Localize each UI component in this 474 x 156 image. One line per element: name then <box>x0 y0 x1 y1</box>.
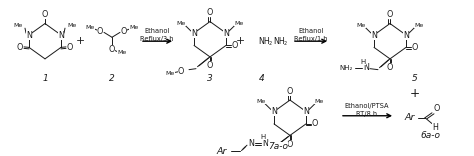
Text: O: O <box>121 27 127 36</box>
Text: O: O <box>232 41 238 50</box>
Text: O: O <box>109 45 115 54</box>
Text: NH₂: NH₂ <box>339 65 353 71</box>
Text: Ar: Ar <box>405 113 415 122</box>
Text: O: O <box>207 61 213 70</box>
Text: Ar: Ar <box>217 147 227 156</box>
Text: Me: Me <box>414 23 424 28</box>
Text: +: + <box>236 36 245 46</box>
Text: RT/8 h: RT/8 h <box>356 111 378 117</box>
Text: Me: Me <box>13 23 23 28</box>
Text: O: O <box>67 43 73 52</box>
Text: Me: Me <box>314 99 324 104</box>
Text: NH: NH <box>258 37 270 46</box>
Text: 1: 1 <box>42 74 48 83</box>
Text: Me: Me <box>129 25 138 30</box>
Text: Me: Me <box>356 23 365 28</box>
Text: Me: Me <box>67 23 77 28</box>
Text: N: N <box>26 31 32 39</box>
Text: N: N <box>403 31 409 39</box>
Text: N: N <box>363 63 369 72</box>
Text: 2: 2 <box>109 74 115 83</box>
Text: 7a-o: 7a-o <box>268 142 288 151</box>
Text: Reflux/3 h: Reflux/3 h <box>140 36 174 42</box>
Text: O: O <box>207 8 213 17</box>
Text: Me: Me <box>234 21 244 26</box>
Text: 3: 3 <box>207 74 213 83</box>
Text: O: O <box>178 67 184 76</box>
Text: Me: Me <box>85 25 95 30</box>
Text: O: O <box>387 63 393 72</box>
Text: N: N <box>248 139 254 148</box>
Text: N: N <box>58 31 64 39</box>
Text: Ethanol: Ethanol <box>298 28 324 34</box>
Text: NH: NH <box>273 37 285 46</box>
Text: O: O <box>434 104 440 113</box>
Text: 4: 4 <box>259 74 265 83</box>
Text: O: O <box>412 43 418 52</box>
Text: +: + <box>75 36 84 46</box>
Text: Ethanol: Ethanol <box>144 28 170 34</box>
Text: N: N <box>191 29 197 38</box>
Text: Me: Me <box>118 51 127 56</box>
Text: Me: Me <box>256 99 265 104</box>
Text: Me: Me <box>165 71 174 76</box>
Text: O: O <box>287 140 293 149</box>
Text: 2: 2 <box>284 41 287 46</box>
Text: Me: Me <box>176 21 186 26</box>
Text: 5: 5 <box>412 74 418 83</box>
Text: N: N <box>262 139 268 148</box>
Text: Reflux/1 h: Reflux/1 h <box>294 36 328 42</box>
Text: 6a-o: 6a-o <box>420 131 440 140</box>
Text: H: H <box>360 59 365 65</box>
Text: Ethanol/PTSA: Ethanol/PTSA <box>345 103 389 109</box>
Text: N: N <box>271 107 277 116</box>
Text: N: N <box>303 107 309 116</box>
Text: 2: 2 <box>269 41 272 46</box>
Text: O: O <box>387 10 393 19</box>
Text: +: + <box>410 87 420 100</box>
Text: O: O <box>97 27 103 36</box>
Text: H: H <box>432 123 438 132</box>
Text: N: N <box>223 29 229 38</box>
Text: O: O <box>42 10 48 19</box>
Text: O: O <box>287 87 293 96</box>
Text: N: N <box>371 31 377 39</box>
Text: H: H <box>260 134 265 140</box>
Text: O: O <box>17 43 23 52</box>
Text: O: O <box>312 119 318 128</box>
